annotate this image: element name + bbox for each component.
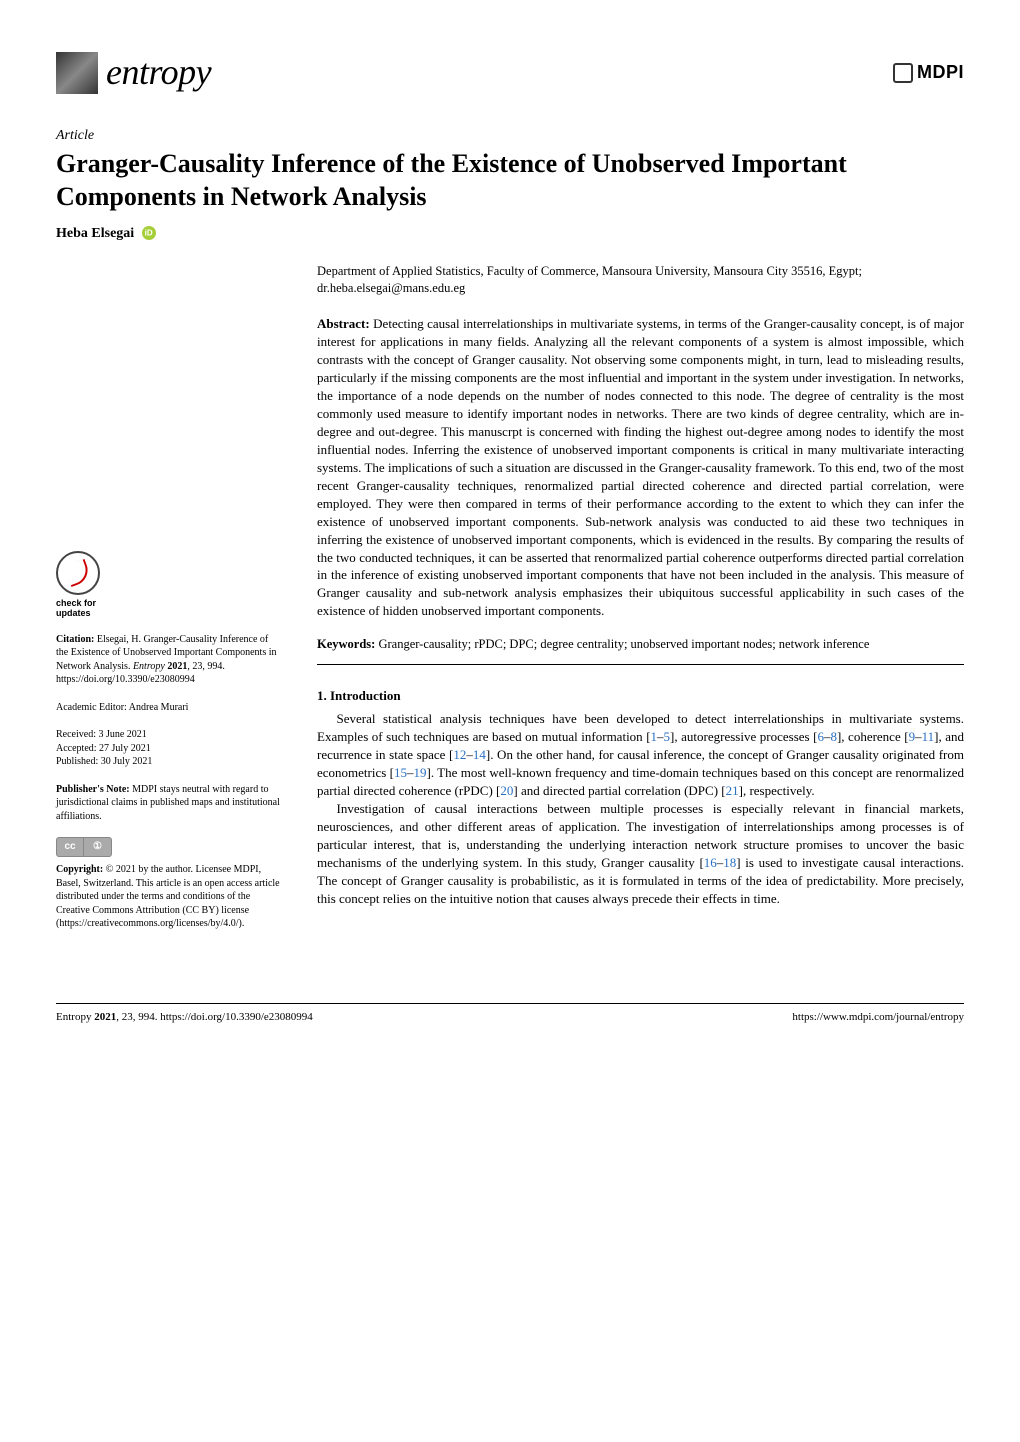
date-published: Published: 30 July 2021 <box>56 755 281 769</box>
intro-paragraph-2: Investigation of causal interactions bet… <box>317 800 964 908</box>
author-name: Heba Elsegai <box>56 226 134 241</box>
updates-label: check for updates <box>56 599 281 619</box>
page-header: entropy MDPI <box>56 48 964 98</box>
publisher-name: MDPI <box>917 60 964 85</box>
by-icon: ① <box>84 837 112 857</box>
publisher-note-block: Publisher's Note: MDPI stays neutral wit… <box>56 783 281 824</box>
ref-link[interactable]: 16 <box>704 855 717 870</box>
abstract-label: Abstract: <box>317 316 370 331</box>
orcid-icon[interactable] <box>142 226 156 240</box>
academic-editor: Academic Editor: Andrea Murari <box>56 701 281 715</box>
footer-right[interactable]: https://www.mdpi.com/journal/entropy <box>792 1010 964 1025</box>
section-divider <box>317 664 964 665</box>
ref-link[interactable]: 12 <box>453 747 466 762</box>
updates-check-text: check for <box>56 598 96 608</box>
date-accepted: Accepted: 27 July 2021 <box>56 742 281 756</box>
citation-label: Citation: <box>56 634 94 645</box>
article-title: Granger-Causality Inference of the Exist… <box>56 147 964 214</box>
citation-year: 2021 <box>167 661 187 672</box>
dates-block: Received: 3 June 2021 Accepted: 27 July … <box>56 728 281 769</box>
ref-link[interactable]: 20 <box>500 783 513 798</box>
ref-link[interactable]: 18 <box>723 855 736 870</box>
journal-brand: entropy <box>56 48 211 98</box>
ref-link[interactable]: 14 <box>473 747 486 762</box>
two-column-layout: check for updates Citation: Elsegai, H. … <box>56 263 964 945</box>
section-1-title: 1. Introduction <box>317 687 964 705</box>
cc-by-badge[interactable]: cc ① <box>56 837 281 857</box>
affiliation: Department of Applied Statistics, Facult… <box>317 263 964 298</box>
updates-badge-block[interactable]: check for updates <box>56 551 281 619</box>
intro-paragraph-1: Several statistical analysis techniques … <box>317 710 964 800</box>
citation-block: Citation: Elsegai, H. Granger-Causality … <box>56 633 281 687</box>
ref-link[interactable]: 19 <box>413 765 426 780</box>
copyright-label: Copyright: <box>56 864 103 875</box>
ref-link[interactable]: 15 <box>394 765 407 780</box>
cc-icon: cc <box>56 837 84 857</box>
ref-link[interactable]: 21 <box>726 783 739 798</box>
publisher-brand: MDPI <box>893 60 964 85</box>
entropy-logo-icon <box>56 52 98 94</box>
editor-block: Academic Editor: Andrea Murari <box>56 701 281 715</box>
check-updates-icon <box>56 551 100 595</box>
citation-journal: Entropy <box>133 661 167 672</box>
keywords-text: Granger-causality; rPDC; DPC; degree cen… <box>378 637 869 651</box>
keywords: Keywords: Granger-causality; rPDC; DPC; … <box>317 636 964 653</box>
abstract: Abstract: Detecting causal interrelation… <box>317 315 964 620</box>
page-footer: Entropy 2021, 23, 994. https://doi.org/1… <box>56 1003 964 1025</box>
main-column: Department of Applied Statistics, Facult… <box>317 263 964 945</box>
article-type: Article <box>56 126 964 145</box>
abstract-text: Detecting causal interrelationships in m… <box>317 316 964 618</box>
keywords-label: Keywords: <box>317 637 375 651</box>
sidebar: check for updates Citation: Elsegai, H. … <box>56 263 281 945</box>
author-line: Heba Elsegai <box>56 224 964 243</box>
updates-bold-text: updates <box>56 608 91 618</box>
mdpi-mark-icon <box>893 63 913 83</box>
pubnote-label: Publisher's Note: <box>56 784 130 795</box>
footer-left: Entropy 2021, 23, 994. https://doi.org/1… <box>56 1010 313 1025</box>
date-received: Received: 3 June 2021 <box>56 728 281 742</box>
license-block: cc ① Copyright: © 2021 by the author. Li… <box>56 837 281 931</box>
journal-name: entropy <box>106 48 211 98</box>
ref-link[interactable]: 11 <box>922 729 935 744</box>
